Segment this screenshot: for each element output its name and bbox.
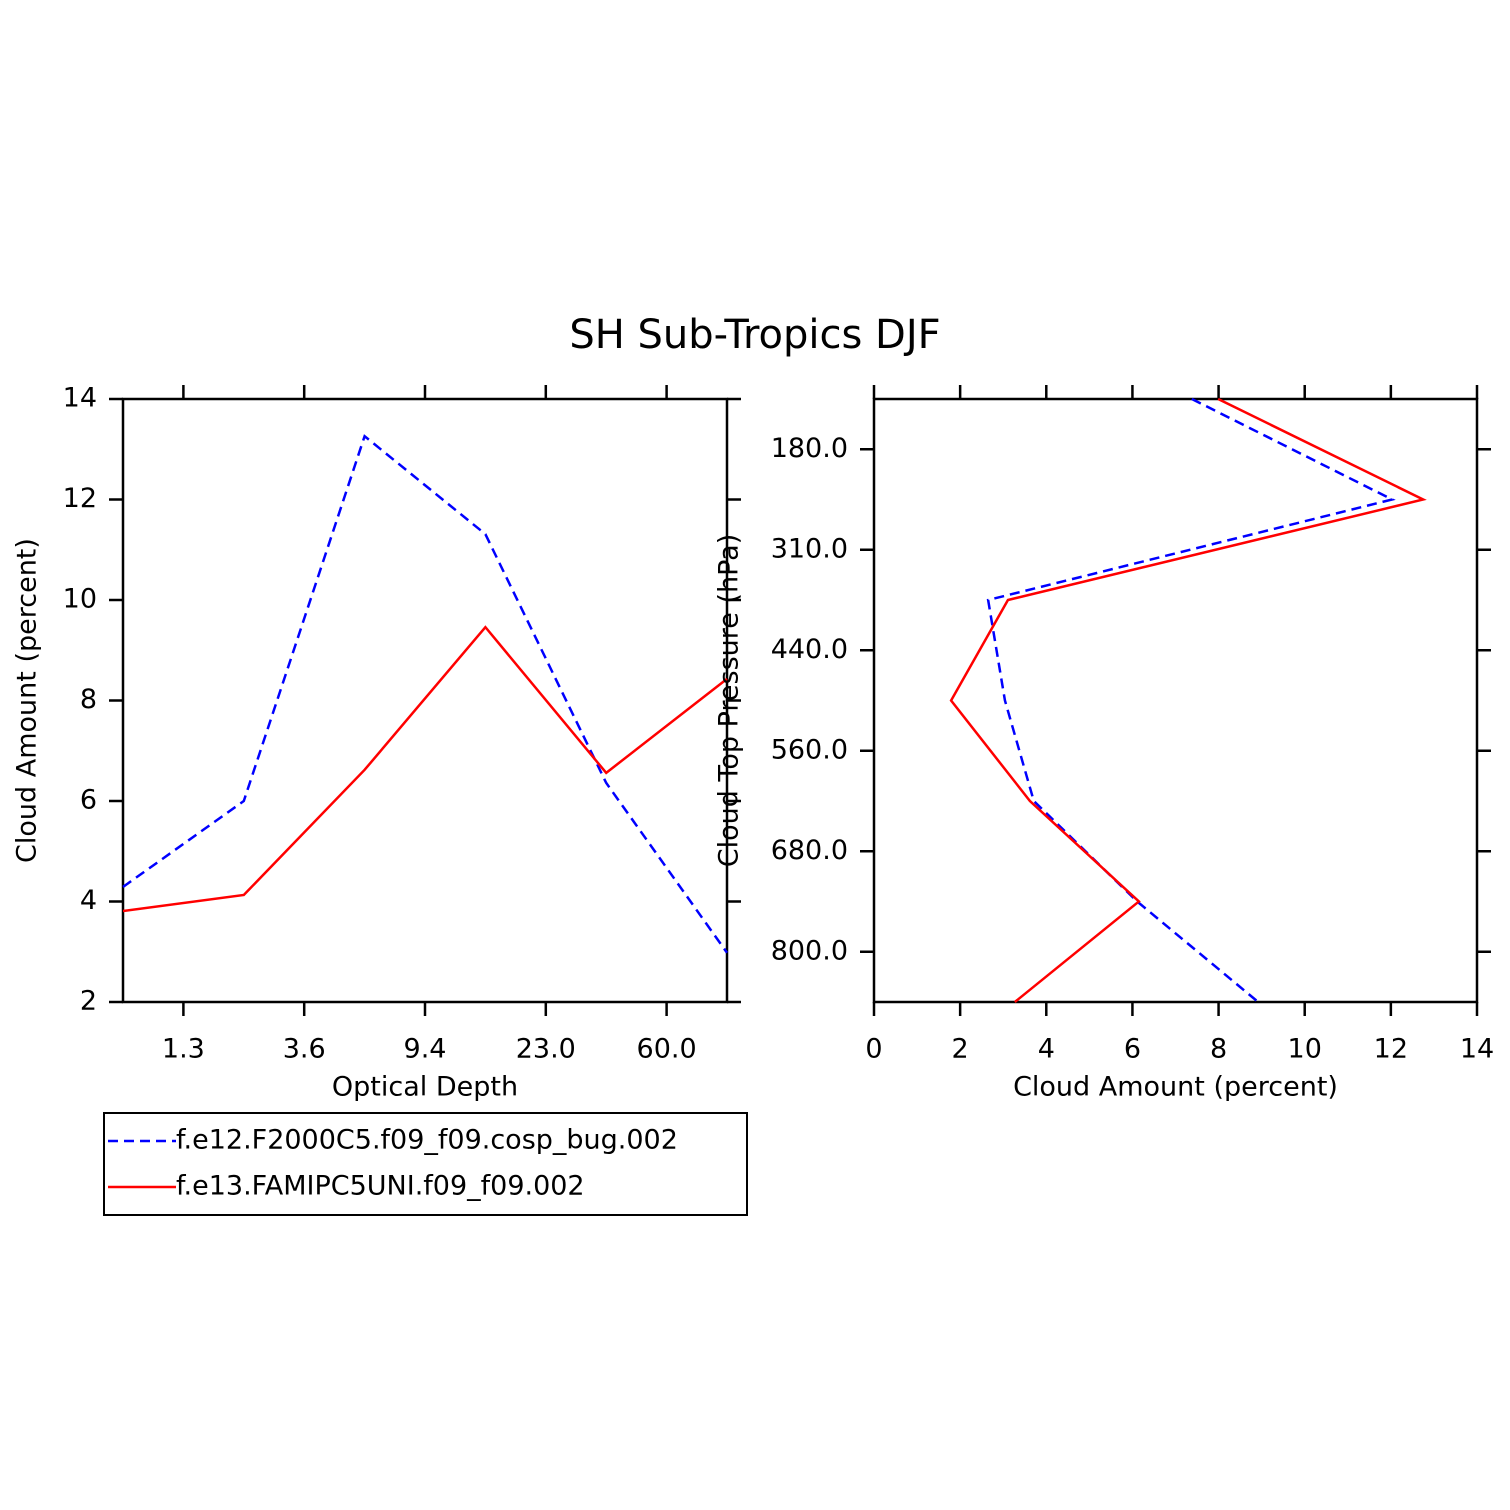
x-tick-label: 1.3 <box>162 1034 205 1065</box>
x-tick-label: 4 <box>1038 1034 1055 1065</box>
x-tick-label: 14 <box>1460 1034 1494 1065</box>
x-tick-label: 2 <box>952 1034 969 1065</box>
y-tick-label: 440.0 <box>771 634 848 665</box>
x-tick-label: 12 <box>1374 1034 1408 1065</box>
y-tick-label: 560.0 <box>771 734 848 765</box>
x-tick-label: 10 <box>1288 1034 1322 1065</box>
y-tick-label: 310.0 <box>771 533 848 564</box>
y-tick-label: 680.0 <box>771 835 848 866</box>
y-tick-label: 14 <box>63 383 97 414</box>
x-tick-label: 23.0 <box>516 1034 576 1065</box>
x-axis-title: Optical Depth <box>332 1072 518 1103</box>
y-tick-label: 12 <box>63 483 97 514</box>
series-line <box>949 397 1427 1003</box>
y-tick-label: 6 <box>80 785 97 816</box>
y-tick-label: 180.0 <box>771 433 848 464</box>
x-tick-label: 9.4 <box>404 1034 447 1065</box>
legend-label: f.e12.F2000C5.f09_f09.cosp_bug.002 <box>176 1125 678 1156</box>
x-tick-label: 0 <box>865 1034 882 1065</box>
y-tick-label: 2 <box>80 986 97 1017</box>
y-tick-label: 4 <box>80 885 97 916</box>
series-line <box>122 434 729 954</box>
x-tick-label: 6 <box>1124 1034 1141 1065</box>
y-tick-label: 10 <box>63 584 97 615</box>
x-tick-label: 60.0 <box>637 1034 697 1065</box>
y-axis-title: Cloud Top Pressure (hPa) <box>714 534 745 868</box>
legend-box <box>103 1112 748 1216</box>
plot-frame <box>872 397 1479 1004</box>
x-tick-label: 3.6 <box>283 1034 326 1065</box>
x-axis-title: Cloud Amount (percent) <box>1013 1072 1338 1103</box>
series-line <box>986 397 1396 1003</box>
x-tick-label: 8 <box>1210 1034 1227 1065</box>
y-tick-label: 800.0 <box>771 935 848 966</box>
figure-title: SH Sub-Tropics DJF <box>569 312 940 358</box>
series-line <box>122 625 728 913</box>
legend-label: f.e13.FAMIPC5UNI.f09_f09.002 <box>176 1171 585 1202</box>
y-axis-title: Cloud Amount (percent) <box>12 538 43 863</box>
y-tick-label: 8 <box>80 684 97 715</box>
